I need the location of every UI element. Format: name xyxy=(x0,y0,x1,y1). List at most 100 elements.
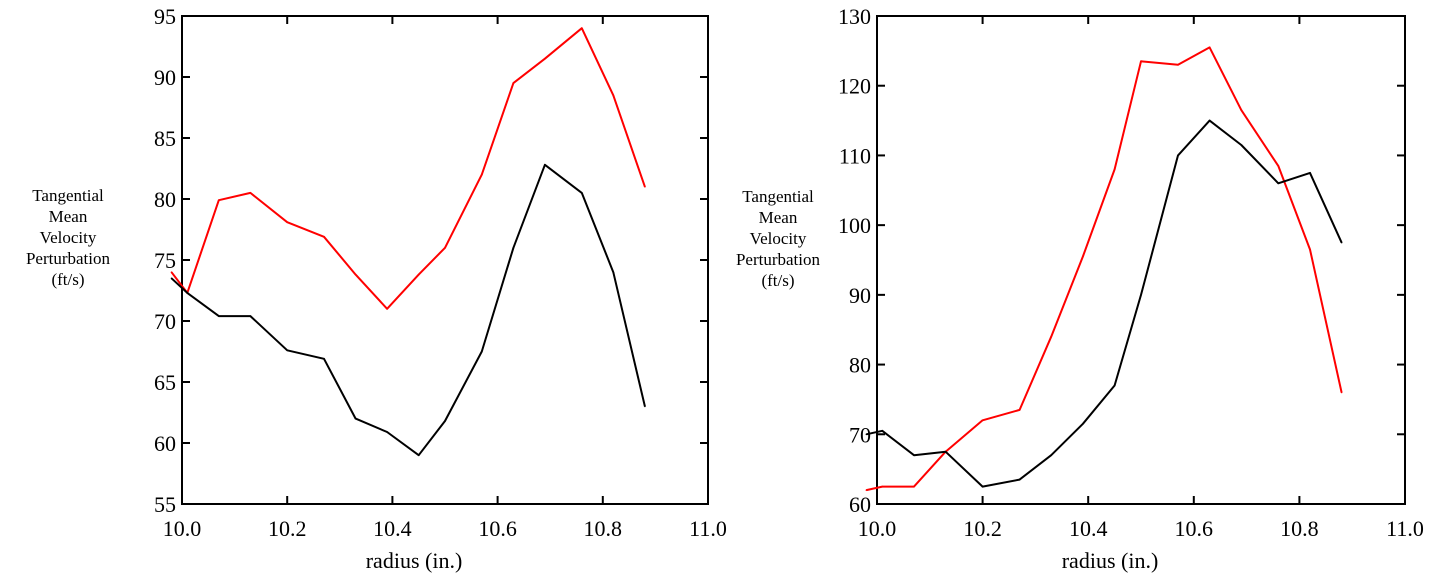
data-point xyxy=(1208,119,1211,122)
data-point xyxy=(1277,182,1280,185)
y-tick-label: 130 xyxy=(838,4,871,29)
y-tick-label: 120 xyxy=(838,74,871,99)
data-point xyxy=(1140,294,1142,296)
x-tick-label: 10.2 xyxy=(268,516,307,541)
data-point xyxy=(881,485,884,488)
data-point xyxy=(1113,168,1116,171)
data-point xyxy=(913,454,915,457)
y-tick-label: 80 xyxy=(849,353,871,378)
data-point xyxy=(865,433,868,436)
x-tick-label: 10.6 xyxy=(478,516,517,541)
plot-frame xyxy=(876,15,1406,505)
data-point xyxy=(1177,64,1179,66)
red-series-line xyxy=(170,27,646,310)
data-point xyxy=(881,430,884,432)
y-tick-label: 95 xyxy=(154,4,176,29)
data-point xyxy=(1309,248,1311,251)
x-tick-label: 10.0 xyxy=(858,516,897,541)
x-axis-ticks: 10.0 10.2 10.4 10.6 10.8 11.0 xyxy=(163,16,727,541)
data-point xyxy=(1240,144,1243,146)
y-axis-title-line-5: (ft/s) xyxy=(761,271,794,290)
data-point xyxy=(170,277,173,280)
data-point xyxy=(512,82,515,84)
data-point xyxy=(249,192,252,194)
data-point xyxy=(218,315,220,317)
data-point xyxy=(644,405,646,408)
data-point xyxy=(1208,46,1211,49)
y-axis-title-line-1: Tangential xyxy=(742,187,814,206)
data-point xyxy=(286,221,289,223)
data-point xyxy=(581,192,583,194)
data-point xyxy=(170,271,173,274)
y-tick-label: 100 xyxy=(838,213,871,238)
x-axis-title: radius (in.) xyxy=(1062,548,1159,573)
y-tick-label: 85 xyxy=(154,126,176,151)
y-axis-title-line-2: Mean xyxy=(49,207,88,226)
y-tick-label: 60 xyxy=(154,431,176,456)
data-point xyxy=(544,57,546,60)
x-tick-label: 10.6 xyxy=(1175,516,1214,541)
data-point xyxy=(186,292,189,294)
data-point xyxy=(1240,109,1243,111)
data-point xyxy=(612,271,615,274)
y-axis-ticks: 55 60 65 70 75 80 85 90 95 xyxy=(154,4,708,517)
data-point xyxy=(544,164,546,166)
data-point xyxy=(1309,172,1311,174)
x-axis-title: radius (in.) xyxy=(366,548,463,573)
y-axis-title-line-3: Velocity xyxy=(40,228,97,247)
data-point xyxy=(417,273,420,276)
data-point xyxy=(481,173,483,176)
y-tick-label: 90 xyxy=(154,65,176,90)
data-point xyxy=(1340,241,1343,244)
x-tick-label: 10.0 xyxy=(163,516,202,541)
data-point xyxy=(1340,391,1343,394)
y-axis-title-line-4: Perturbation xyxy=(736,250,821,269)
data-point xyxy=(1050,454,1052,457)
plot-frame xyxy=(181,15,709,505)
y-tick-label: 90 xyxy=(849,283,871,308)
series-group xyxy=(865,46,1343,492)
y-tick-label: 70 xyxy=(154,309,176,334)
y-axis-ticks: 60 70 80 90 100 110 120 130 xyxy=(838,4,1405,517)
black-series-line xyxy=(170,163,646,457)
data-point xyxy=(354,417,357,420)
data-point xyxy=(1113,384,1116,387)
x-tick-label: 10.2 xyxy=(963,516,1002,541)
data-point xyxy=(354,273,357,276)
data-point xyxy=(981,485,984,488)
y-tick-label: 70 xyxy=(849,422,871,447)
y-axis-title-line-5: (ft/s) xyxy=(51,270,84,289)
data-point xyxy=(444,247,446,249)
data-point xyxy=(644,186,646,188)
data-point xyxy=(944,450,947,453)
data-point xyxy=(1050,335,1052,338)
data-point xyxy=(323,358,325,360)
data-point xyxy=(286,349,289,352)
y-axis-title-line-2: Mean xyxy=(759,208,798,227)
y-axis-title-line-3: Velocity xyxy=(750,229,807,248)
y-tick-label: 75 xyxy=(154,248,176,273)
data-point xyxy=(981,419,984,422)
data-point xyxy=(1018,478,1021,481)
x-tick-label: 10.4 xyxy=(1069,516,1108,541)
data-point xyxy=(386,308,388,310)
data-point xyxy=(417,454,420,457)
data-point xyxy=(612,94,615,97)
data-point xyxy=(865,489,868,491)
data-point xyxy=(913,485,915,488)
y-tick-label: 60 xyxy=(849,492,871,517)
x-tick-label: 10.8 xyxy=(584,516,623,541)
data-point xyxy=(1018,409,1021,411)
y-tick-label: 65 xyxy=(154,370,176,395)
x-axis-ticks: 10.0 10.2 10.4 10.6 10.8 11.0 xyxy=(858,16,1424,541)
x-tick-label: 10.4 xyxy=(373,516,412,541)
black-series-line xyxy=(866,119,1343,488)
data-point xyxy=(1082,255,1084,258)
y-tick-label: 80 xyxy=(154,187,176,212)
data-point xyxy=(1140,60,1142,63)
series-group xyxy=(170,27,646,457)
data-point xyxy=(249,315,252,317)
y-axis-title-line-4: Perturbation xyxy=(26,249,111,268)
